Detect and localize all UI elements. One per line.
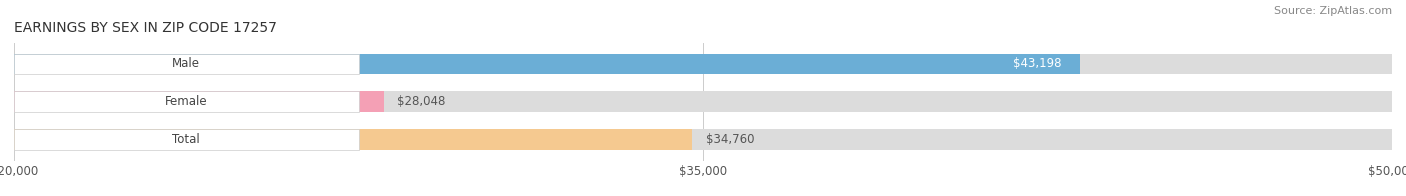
- Bar: [14, 54, 359, 74]
- Bar: [14, 54, 1080, 74]
- Text: Source: ZipAtlas.com: Source: ZipAtlas.com: [1274, 6, 1392, 16]
- Text: $34,760: $34,760: [706, 133, 754, 146]
- Bar: [14, 92, 384, 112]
- Bar: [14, 92, 359, 112]
- Text: Male: Male: [173, 57, 200, 71]
- Bar: [14, 129, 692, 150]
- Bar: [14, 129, 359, 150]
- Bar: [14, 129, 1392, 150]
- Text: Female: Female: [165, 95, 208, 108]
- Text: Total: Total: [173, 133, 200, 146]
- Text: EARNINGS BY SEX IN ZIP CODE 17257: EARNINGS BY SEX IN ZIP CODE 17257: [14, 21, 277, 35]
- Bar: [14, 92, 1392, 112]
- Text: $43,198: $43,198: [1012, 57, 1062, 71]
- Text: $28,048: $28,048: [398, 95, 446, 108]
- Bar: [14, 54, 1392, 74]
